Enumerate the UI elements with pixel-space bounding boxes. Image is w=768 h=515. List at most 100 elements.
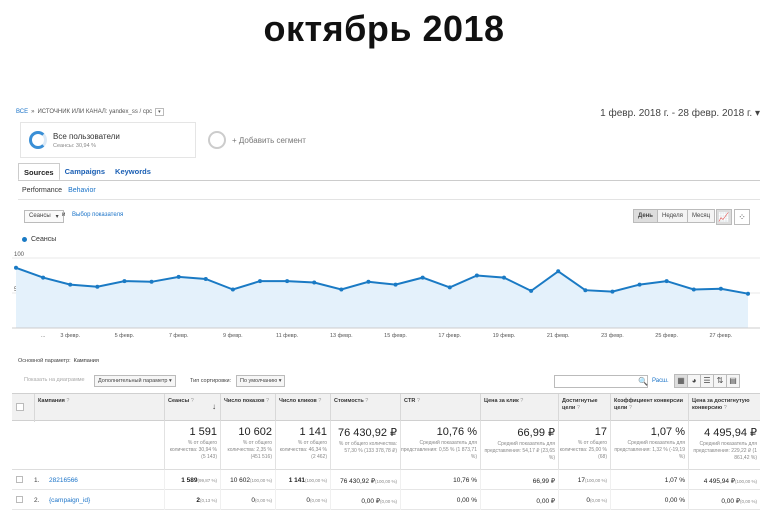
tab-divider <box>18 180 760 181</box>
totals-row: 1 591% от общего количества: 30,94 % (5 … <box>12 421 760 470</box>
chart-legend: Сеансы <box>22 236 56 243</box>
advanced-filter-link[interactable]: Расш. <box>652 378 669 384</box>
empty-segment-ring-icon <box>208 131 226 149</box>
sort-type-label: Тип сортировки: <box>190 378 232 384</box>
subtab-performance[interactable]: Performance <box>22 187 63 194</box>
row-checkbox[interactable] <box>16 476 23 483</box>
motion-chart-icon[interactable]: ⁘ <box>734 209 750 225</box>
bar-view-icon[interactable]: ☰ <box>700 374 714 388</box>
campaign-table: Кампания ? Сеансы ? ↓ Число показов ? Чис… <box>12 393 760 510</box>
segment-ring-icon <box>29 131 47 149</box>
x-tick-label: 27 февр. <box>710 333 733 339</box>
col-cost[interactable]: Стоимость ? <box>330 394 400 422</box>
tab-sources[interactable]: Sources <box>18 163 60 181</box>
data-point <box>122 279 127 284</box>
table-row: 1. 28216566 1 589(99,87 %) 10 602(100,00 %)… <box>12 470 760 490</box>
col-campaign[interactable]: Кампания ? <box>34 394 164 422</box>
line-chart-icon[interactable]: 📈 <box>716 209 732 225</box>
table-row: 2. {campaign_id} 2(0,13 %) 0(0,00 %) 0(0,00 … <box>12 490 760 510</box>
breadcrumb-dropdown[interactable]: ▾ <box>155 108 164 116</box>
table-cell: 66,99 ₽ <box>480 470 558 490</box>
legend-dot <box>22 237 27 242</box>
table-cell: 4 495,94 ₽(100,00 %) <box>688 470 760 490</box>
campaign-link[interactable]: {campaign_id} <box>49 497 91 504</box>
table-search-input[interactable] <box>554 375 648 388</box>
row-checkbox[interactable] <box>16 496 23 503</box>
data-point <box>502 275 506 280</box>
tab-keywords[interactable]: Keywords <box>115 167 151 176</box>
search-icon[interactable]: 🔍 <box>638 377 648 386</box>
data-point <box>583 288 588 293</box>
total-impressions: 10 602% от общего количества: 2,35 % (45… <box>220 421 275 470</box>
col-sessions[interactable]: Сеансы ? ↓ <box>164 394 220 422</box>
breadcrumb-separator: » <box>31 109 35 115</box>
col-clicks[interactable]: Число кликов ? <box>275 394 330 422</box>
granularity-toggle: День Неделя Месяц <box>633 209 716 223</box>
table-cell: 1 141(100,00 %) <box>275 470 330 490</box>
total-clicks: 1 141% от общего количества: 46,34 % (2 … <box>275 421 330 470</box>
data-point <box>420 275 425 280</box>
data-point <box>691 287 696 292</box>
col-goals[interactable]: Достигнутые цели ? <box>558 394 610 422</box>
comparison-view-icon[interactable]: ⇅ <box>713 374 727 388</box>
series-area <box>16 267 748 328</box>
col-conversion-rate[interactable]: Коэффициент конверсии цели ? <box>610 394 688 422</box>
table-header: Кампания ? Сеансы ? ↓ Число показов ? Чис… <box>12 393 760 422</box>
total-cost: 76 430,92 ₽% от общего количества: 57,30… <box>330 421 400 470</box>
table-cell: 10,76 % <box>400 470 480 490</box>
data-point <box>664 279 669 284</box>
plot-rows-button[interactable]: Показать на диаграмме <box>24 377 85 383</box>
compare-metric-link[interactable]: Выбор показателя <box>72 212 124 218</box>
data-point <box>312 280 317 285</box>
date-range-picker[interactable]: 1 февр. 2018 г. - 28 февр. 2018 г. ▾ <box>600 108 760 119</box>
chevron-down-icon: ▾ <box>55 214 59 220</box>
table-cell: 0,00 ₽(0,00 %) <box>688 490 760 510</box>
total-cpc: 66,99 ₽ Средний показатель для представле… <box>480 421 558 470</box>
table-cell: 0(0,00 %) <box>558 490 610 510</box>
x-tick-label: 13 февр. <box>330 333 353 339</box>
data-point <box>637 282 642 287</box>
x-tick-label: 21 февр. <box>547 333 570 339</box>
col-cpc[interactable]: Цена за клик ? <box>480 394 558 422</box>
table-cell: 0,00 % <box>400 490 480 510</box>
pie-view-icon[interactable]: ◕ <box>687 374 701 388</box>
segment-subtitle: Сеансы: 30,94 % <box>53 142 97 149</box>
subtab-behavior[interactable]: Behavior <box>68 187 96 194</box>
metric-selector-label: Сеансы <box>29 213 51 219</box>
segment-all-users[interactable]: Все пользователи Сеансы: 30,94 % <box>20 122 196 158</box>
y-tick-label: 100 <box>14 252 25 258</box>
total-conversion-rate: 1,07 % Средний показатель для представлен… <box>610 421 688 470</box>
metric-selector[interactable]: Сеансы ▾ <box>24 210 64 223</box>
primary-dimension-label: Основной параметр: <box>18 358 71 364</box>
granularity-day[interactable]: День <box>633 209 658 223</box>
total-sessions: 1 591% от общего количества: 30,94 % (5 … <box>164 421 220 470</box>
col-ctr[interactable]: CTR ? <box>400 394 480 422</box>
sort-arrow-icon: ↓ <box>212 402 216 411</box>
secondary-dimension-select[interactable]: Дополнительный параметр ▾ <box>94 375 176 387</box>
table-cell: 2(0,13 %) <box>164 490 220 510</box>
select-all-checkbox[interactable] <box>16 403 24 411</box>
sessions-chart: 10050...3 февр.5 февр.7 февр.9 февр.11 ф… <box>12 252 760 339</box>
x-tick-label: 9 февр. <box>223 333 243 339</box>
x-tick-label: 7 февр. <box>169 333 189 339</box>
col-cost-per-conversion[interactable]: Цена за достигнутую конверсию ? <box>688 394 760 422</box>
pivot-view-icon[interactable]: ▤ <box>726 374 740 388</box>
granularity-week[interactable]: Неделя <box>657 209 688 223</box>
chart-type-buttons: 📈 ⁘ <box>716 209 750 225</box>
granularity-month[interactable]: Месяц <box>686 209 716 223</box>
add-segment-button[interactable]: + Добавить сегмент <box>202 122 378 158</box>
campaign-link[interactable]: 28216566 <box>49 477 78 484</box>
total-ctr: 10,76 % Средний показатель для представле… <box>400 421 480 470</box>
breadcrumb-all[interactable]: ВСЕ <box>16 109 29 115</box>
table-view-buttons: ▦ ◕ ☰ ⇅ ▤ <box>674 374 740 388</box>
col-impressions[interactable]: Число показов ? <box>220 394 275 422</box>
grid-view-icon[interactable]: ▦ <box>674 374 688 388</box>
segment-title: Все пользователи <box>53 131 120 141</box>
explorer-subtabs: Performance Behavior <box>22 187 96 194</box>
table-cell: 1,07 % <box>610 470 688 490</box>
x-tick-label: 3 февр. <box>60 333 80 339</box>
sort-type-select[interactable]: По умолчанию ▾ <box>236 375 286 387</box>
tab-campaigns[interactable]: Campaigns <box>64 167 106 176</box>
x-tick-label: 23 февр. <box>601 333 624 339</box>
table-cell: 0,00 ₽(0,00 %) <box>330 490 400 510</box>
